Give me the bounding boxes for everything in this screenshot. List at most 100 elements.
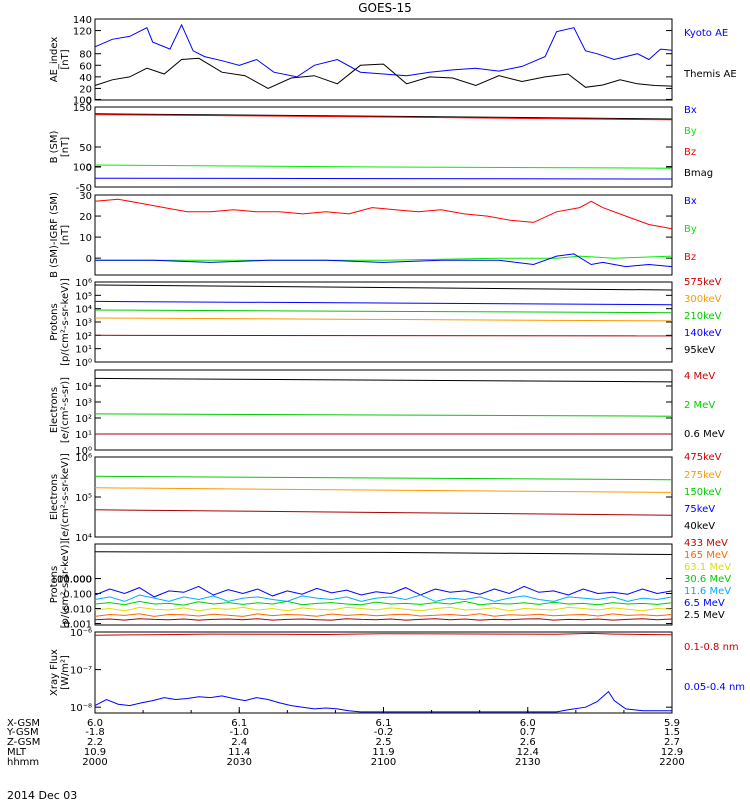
- legend-entry: 0.6 MeV: [684, 429, 725, 440]
- y-tick-label: 100.000: [51, 575, 92, 586]
- panel-electrons_kev: 10⁴ 10⁵ 10⁶ Electrons [e/(cm²-s-sr-keV)] 475k…: [49, 452, 722, 544]
- x-axis-value: 12.9: [661, 747, 683, 758]
- legend-entry: 75keV: [684, 504, 715, 515]
- series-line-bmag: [94, 113, 673, 120]
- legend-entry: 95keV: [684, 345, 715, 356]
- x-axis-value: -1.0: [229, 727, 249, 738]
- x-axis-value: 10.9: [84, 747, 106, 758]
- y-tick-label: 0.100: [63, 590, 92, 601]
- y-tick-label: 120: [73, 27, 92, 38]
- y-tick-label: 140: [73, 15, 92, 26]
- legend-entry: 0.05-0.4 nm: [684, 682, 745, 693]
- y-tick-label: 0.010: [63, 605, 92, 616]
- series-line-2-mev: [94, 413, 673, 417]
- y-axis-label: [p/(cm²-s-sr-keV)]: [60, 278, 71, 366]
- y-axis-label: [nT]: [60, 49, 71, 69]
- x-axis-row-label: Z-GSM: [7, 737, 40, 748]
- series-line-0-6-mev: [94, 377, 673, 383]
- panel-protons_low: 10⁰ 10¹ 10² 10³ 10⁴ 10⁵ 10⁶ Protons [p/(cm²-s-sr…: [49, 277, 722, 369]
- legend-entry: Kyoto AE: [684, 28, 728, 39]
- y-tick-label: 10⁰: [75, 358, 92, 369]
- y-tick-label: 10⁰: [75, 446, 92, 457]
- series-line-165-mev: [94, 613, 673, 617]
- y-tick-label: 150: [73, 103, 92, 114]
- y-tick-label: 10³: [75, 318, 92, 329]
- legend-entry: 63.1 MeV: [684, 562, 731, 573]
- legend-entry: 210keV: [684, 311, 722, 322]
- legend-entry: By: [684, 224, 697, 235]
- y-axis-label: Electrons: [49, 474, 60, 520]
- y-tick-label: 10⁵: [75, 493, 92, 504]
- x-axis-value: -0.2: [374, 727, 394, 738]
- x-axis-value: 2.6: [520, 737, 536, 748]
- y-axis-label: [p/(cm²-s-sr-keV)]: [60, 541, 71, 629]
- y-tick-label: 10⁴: [75, 305, 92, 316]
- x-axis-value: 2030: [227, 757, 252, 768]
- y-tick-label: 100: [73, 163, 92, 174]
- y-axis-label: [e/(cm²-s-sr)]: [60, 377, 71, 443]
- x-axis-row-label: Y-GSM: [6, 727, 39, 738]
- y-tick-label: 10⁴: [75, 382, 92, 393]
- series-line-0-1-0-8-nm: [94, 632, 673, 636]
- y-tick-label: 10¹: [75, 430, 92, 441]
- figure-title: GOES-15: [358, 1, 412, 15]
- panel-frame: [94, 18, 673, 101]
- legend-entry: Bz: [684, 147, 696, 158]
- x-axis-value: 2.2: [87, 737, 103, 748]
- x-axis-value: 2.7: [664, 737, 680, 748]
- x-axis-value: 2100: [371, 757, 396, 768]
- x-axis-value: 6.0: [520, 718, 536, 729]
- y-tick-label: 10⁻⁸: [70, 703, 92, 714]
- y-axis-label: [nT]: [60, 137, 71, 157]
- x-axis-value: 2130: [515, 757, 540, 768]
- y-tick-label: 10²: [75, 331, 92, 342]
- series-line-bz: [94, 114, 673, 121]
- y-tick-label: 10⁶: [75, 453, 92, 464]
- y-tick-label: 1.000: [63, 575, 92, 586]
- y-tick-label: 0: [86, 163, 92, 174]
- panel-frame: [94, 631, 673, 714]
- x-axis-row-label: MLT: [7, 747, 27, 758]
- series-line-275kev: [94, 487, 673, 493]
- y-tick-label: 0: [86, 96, 92, 107]
- y-tick-label: 10⁶: [75, 278, 92, 289]
- legend-entry: 150keV: [684, 487, 722, 498]
- y-axis-label: [nT]: [60, 225, 71, 245]
- y-tick-label: 60: [79, 61, 92, 72]
- panel-b: -50 0 50 100 150 B (SM) [nT] Bx By Bz Bmag: [49, 103, 713, 194]
- legend-entry: 300keV: [684, 294, 722, 305]
- series-line-300kev: [94, 317, 673, 322]
- x-axis-value: 0.7: [520, 727, 536, 738]
- legend-entry: 4 MeV: [684, 371, 715, 382]
- x-axis-row-label: hhmm: [7, 757, 39, 768]
- legend-entry: 40keV: [684, 521, 715, 532]
- x-axis-row-label: X-GSM: [7, 718, 40, 729]
- y-tick-label: 10⁵: [75, 291, 92, 302]
- y-axis-label: B (SM)-IGRF (SM): [49, 192, 60, 278]
- x-axis-value: 6.0: [87, 718, 103, 729]
- y-tick-label: 80: [79, 50, 92, 61]
- x-axis-value: 2.5: [376, 737, 392, 748]
- series-line-95kev: [94, 284, 673, 291]
- legend-entry: By: [684, 126, 697, 137]
- legend-entry: Bz: [684, 252, 696, 263]
- legend-entry: 140keV: [684, 328, 722, 339]
- series-line-kyoto-ae: [94, 23, 673, 78]
- panel-electrons_mev: 10⁰ 10¹ 10² 10³ 10⁴ Electrons [e/(cm²-s-sr)] 4 …: [49, 369, 725, 457]
- series-line-30-6-mev: [94, 600, 673, 606]
- series-line-140kev: [94, 300, 673, 306]
- series-line-11-6-mev: [94, 594, 673, 602]
- legend-entry: 165 MeV: [684, 550, 728, 561]
- x-axis-value: 11.4: [228, 747, 250, 758]
- y-tick-label: 20: [79, 84, 92, 95]
- y-tick-label: 0: [86, 254, 92, 265]
- series-line-433-mev: [94, 618, 673, 621]
- x-axis-value: -1.8: [85, 727, 105, 738]
- legend-entry: Bx: [684, 196, 697, 207]
- series-line-210kev: [94, 309, 673, 314]
- y-axis-label: Xray Flux: [49, 649, 60, 696]
- y-axis-label: [e/(cm²-s-sr-keV)]: [60, 453, 71, 541]
- series-line-0-05-0-4-nm: [94, 690, 672, 713]
